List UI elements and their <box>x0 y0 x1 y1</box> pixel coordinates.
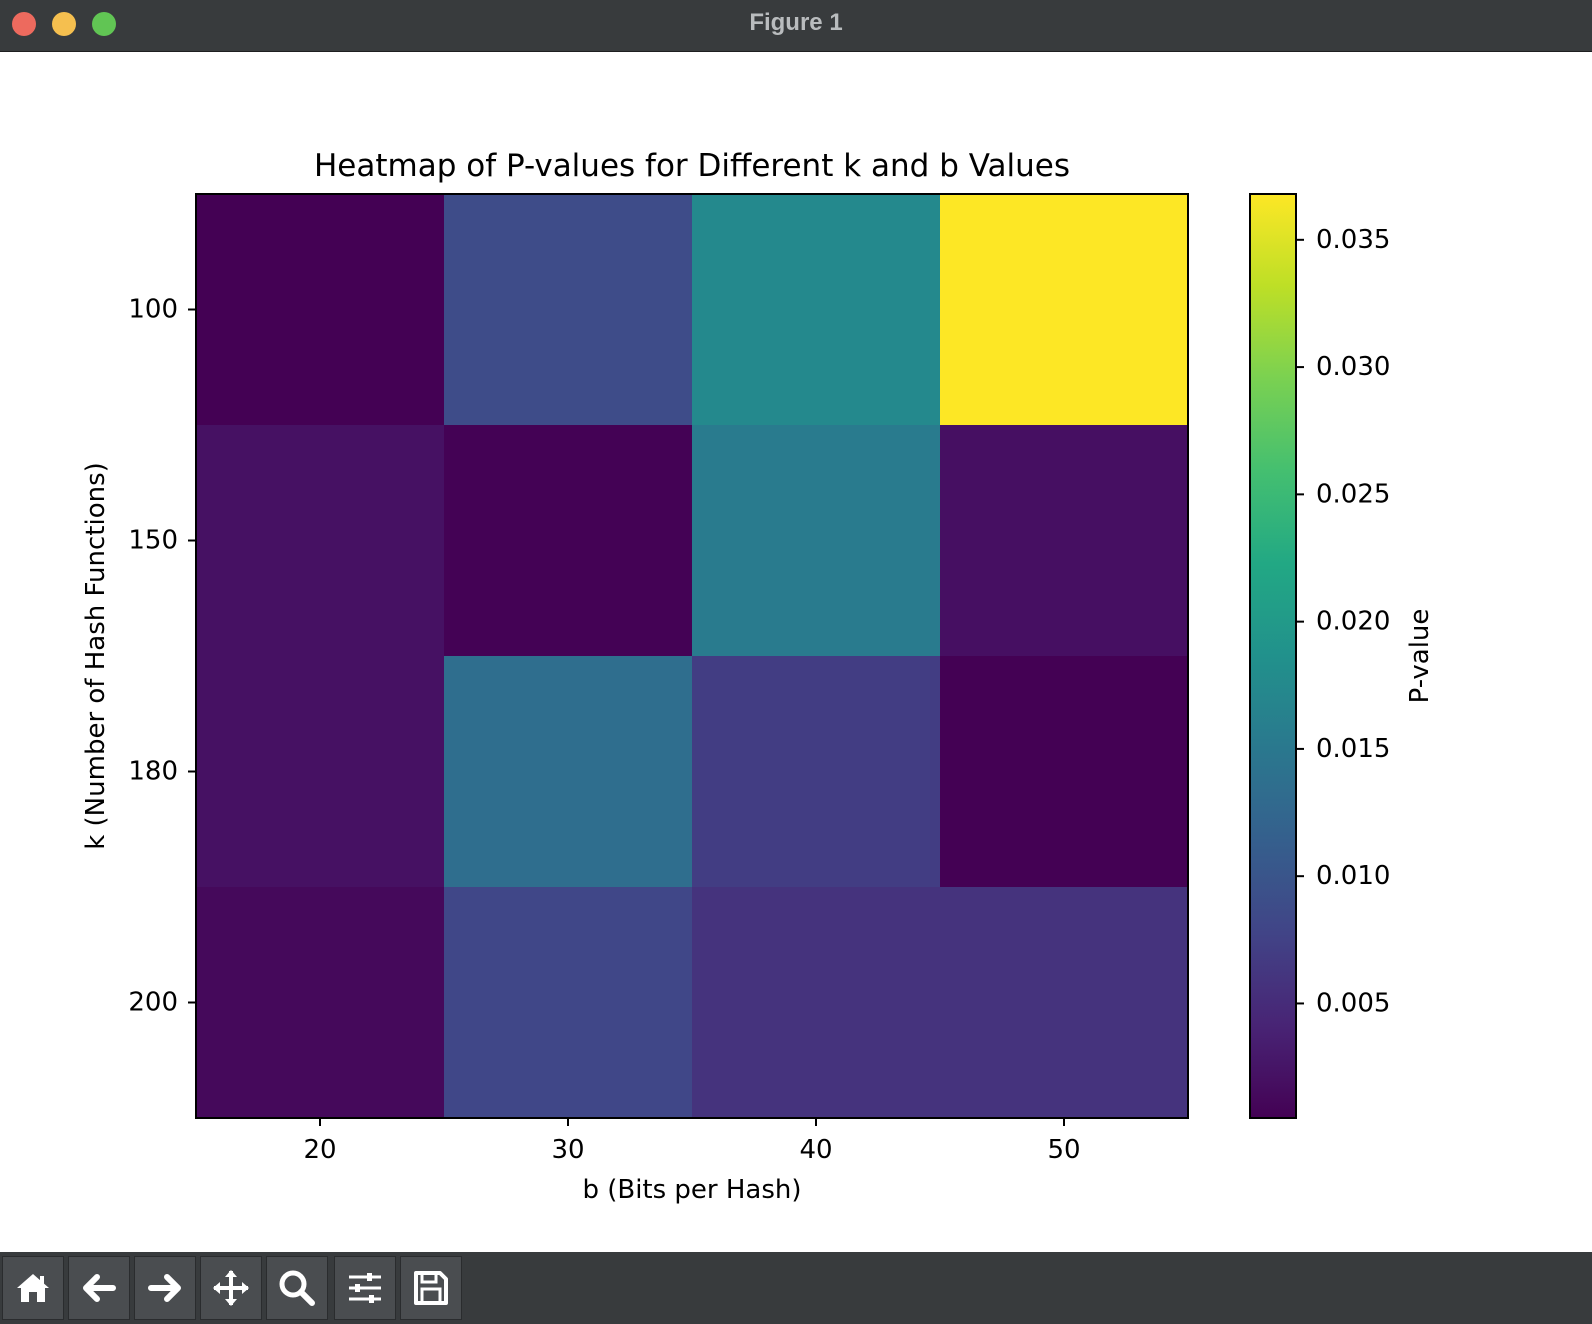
heatmap-chart: 20 30 40 50 100 150 180 200 Heatmap of P-values … <box>81 148 1435 1205</box>
window-titlebar: Figure 1 <box>0 0 1592 52</box>
heatmap-cell <box>444 425 693 657</box>
arrow-right-icon <box>148 1274 181 1302</box>
chart-title: Heatmap of P-values for Different k and … <box>314 148 1070 184</box>
colorbar-tick-label: 0.025 <box>1316 479 1390 509</box>
heatmap-cell <box>940 656 1189 888</box>
x-tick-label: 30 <box>551 1135 584 1165</box>
sliders-icon <box>349 1273 381 1303</box>
zoom-button[interactable] <box>266 1256 328 1320</box>
pan-button[interactable] <box>200 1256 262 1320</box>
forward-button[interactable] <box>134 1256 196 1320</box>
colorbar-tick-label: 0.010 <box>1316 861 1390 891</box>
x-tick-label: 50 <box>1047 1135 1080 1165</box>
heatmap-cell <box>692 425 941 657</box>
y-tick-label: 100 <box>128 295 178 325</box>
y-tick-label: 200 <box>128 988 178 1018</box>
y-tick-label: 180 <box>128 757 178 787</box>
arrow-left-icon <box>83 1274 116 1302</box>
colorbar-label: P-value <box>1405 609 1435 704</box>
navigation-toolbar <box>0 1252 1592 1324</box>
x-tick-label: 20 <box>303 1135 336 1165</box>
colorbar <box>1249 193 1297 1119</box>
heatmap-cell <box>196 425 445 657</box>
configure-subplots-button[interactable] <box>334 1256 396 1320</box>
colorbar-tick-label: 0.035 <box>1316 225 1390 255</box>
heatmap-cell <box>692 887 941 1119</box>
close-window-button[interactable] <box>12 12 36 36</box>
back-button[interactable] <box>68 1256 130 1320</box>
heatmap-cell <box>444 194 693 426</box>
search-icon <box>279 1270 315 1306</box>
colorbar-tick-label: 0.005 <box>1316 988 1390 1018</box>
save-icon <box>414 1271 448 1305</box>
move-icon <box>213 1270 249 1306</box>
heatmap-cell <box>444 656 693 888</box>
heatmap-cell <box>196 194 445 426</box>
figure-canvas: 20 30 40 50 100 150 180 200 Heatmap of P-values … <box>0 52 1592 1252</box>
colorbar-tick-label: 0.020 <box>1316 607 1390 637</box>
minimize-window-button[interactable] <box>52 12 76 36</box>
heatmap-cell <box>692 194 941 426</box>
heatmap-cell <box>692 656 941 888</box>
heatmap-cell <box>444 887 693 1119</box>
home-button[interactable] <box>2 1256 64 1320</box>
plot-frame <box>195 193 1189 1119</box>
heatmap-cell <box>940 887 1189 1119</box>
home-icon <box>17 1274 49 1302</box>
maximize-window-button[interactable] <box>92 12 116 36</box>
y-axis-label: k (Number of Hash Functions) <box>81 462 111 850</box>
heatmap-cell <box>940 425 1189 657</box>
colorbar-tick-label: 0.015 <box>1316 734 1390 764</box>
save-button[interactable] <box>400 1256 462 1320</box>
x-axis-label: b (Bits per Hash) <box>582 1175 801 1205</box>
heatmap-cell <box>196 656 445 888</box>
colorbar-tick-label: 0.030 <box>1316 352 1390 382</box>
y-tick-label: 150 <box>128 526 178 556</box>
window-title: Figure 1 <box>749 9 843 36</box>
heatmap-cell <box>940 194 1189 426</box>
x-tick-label: 40 <box>799 1135 832 1165</box>
heatmap-cell <box>196 887 445 1119</box>
